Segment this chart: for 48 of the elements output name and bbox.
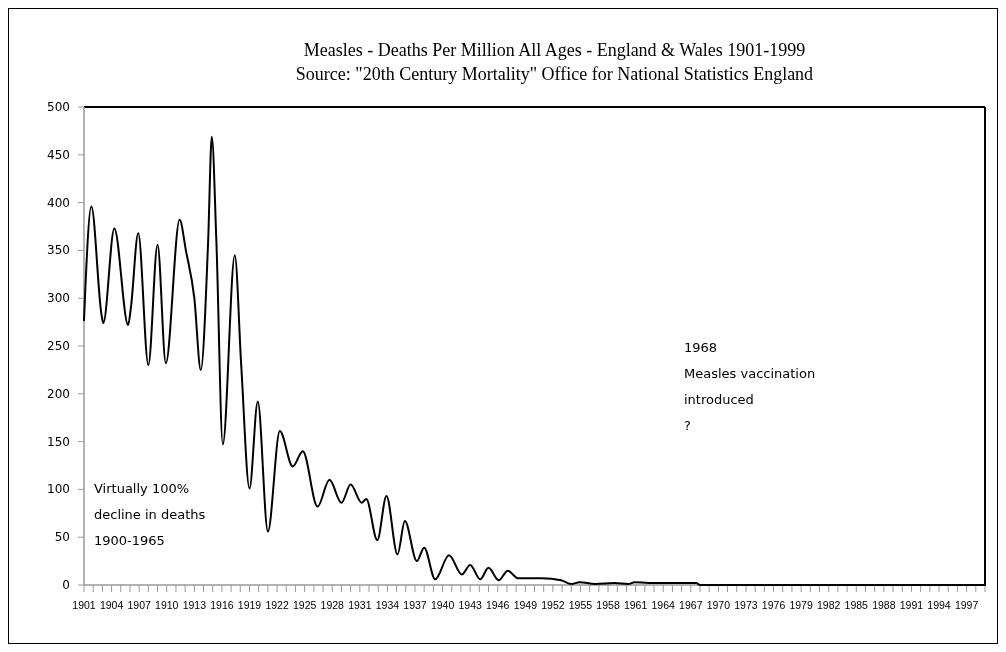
x-tick-label: 1910: [155, 599, 179, 611]
x-tick-label: 1934: [375, 599, 400, 611]
x-tick-label: 1988: [872, 599, 896, 611]
x-tick-label: 1946: [486, 599, 510, 611]
x-tick-label: 1973: [734, 599, 758, 611]
y-tick-label: 150: [47, 434, 70, 449]
x-tick-label: 1907: [127, 599, 151, 611]
x-tick-label: 1901: [72, 599, 96, 611]
y-tick-label: 450: [47, 147, 70, 162]
x-tick-label: 1982: [817, 599, 841, 611]
y-tick-label: 400: [47, 195, 70, 210]
chart-title: Measles - Deaths Per Million All Ages - England & Wales 1901-1999: [303, 40, 806, 60]
y-tick-label: 50: [54, 530, 70, 545]
x-tick-label: 1991: [899, 599, 924, 611]
x-tick-label: 1976: [761, 599, 786, 611]
y-tick-label: 200: [47, 386, 70, 401]
x-tick-label: 1949: [513, 599, 538, 611]
y-tick-label: 350: [47, 243, 70, 258]
y-tick-label: 250: [47, 339, 70, 353]
x-tick-label: 1904: [99, 599, 124, 611]
x-tick-label: 1913: [182, 599, 207, 611]
annotation: 1968 Measles vaccination introduced ?: [684, 340, 816, 433]
chart-subtitle: Source: "20th Century Mortality" Office for National Statistics England: [295, 64, 814, 84]
x-tick-label: 1943: [458, 599, 482, 611]
x-tick-label: 1916: [210, 599, 234, 611]
x-tick-label: 1979: [789, 599, 813, 611]
x-tick-label: 1985: [844, 599, 869, 611]
y-tick-label: 0: [62, 578, 70, 592]
x-tick-label: 1919: [237, 599, 262, 611]
annotation: Virtually 100% decline in deaths 1900-1965: [94, 481, 206, 548]
x-tick-label: 1937: [403, 599, 427, 611]
x-tick-label: 1958: [596, 599, 620, 611]
x-tick-label: 1931: [348, 599, 372, 611]
x-tick-label: 1955: [568, 599, 593, 611]
x-tick-label: 1922: [265, 599, 289, 611]
x-tick-label: 1925: [292, 599, 317, 611]
x-tick-label: 1997: [954, 599, 979, 611]
x-tick-label: 1994: [927, 599, 951, 611]
x-tick-label: 1967: [679, 599, 703, 611]
x-tick-label: 1961: [623, 599, 648, 611]
y-tick-label: 500: [47, 100, 70, 114]
x-tick-label: 1970: [706, 599, 731, 611]
x-tick-label: 1928: [320, 599, 345, 611]
x-tick-label: 1940: [430, 599, 455, 611]
y-tick-label: 100: [47, 482, 70, 497]
x-tick-label: 1964: [651, 599, 676, 611]
y-tick-label: 300: [47, 291, 70, 306]
x-tick-label: 1952: [541, 599, 565, 611]
